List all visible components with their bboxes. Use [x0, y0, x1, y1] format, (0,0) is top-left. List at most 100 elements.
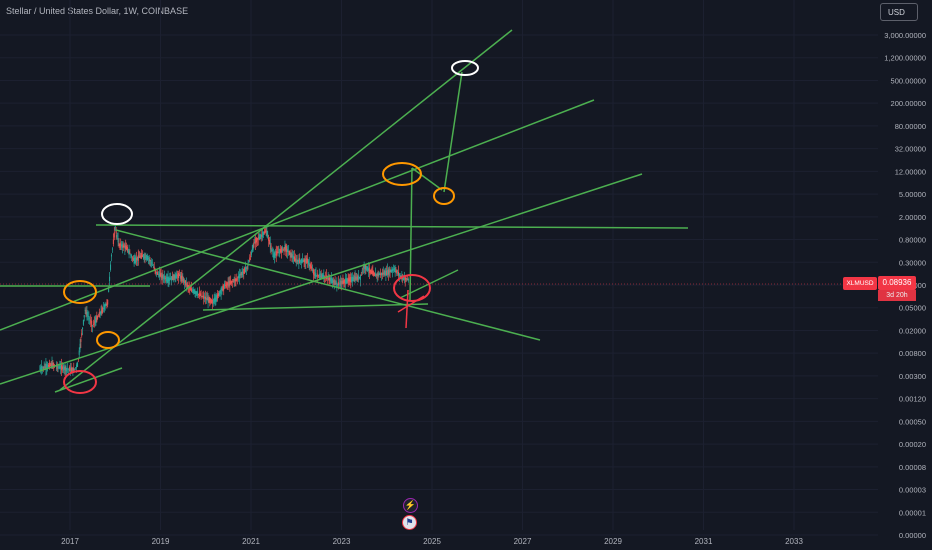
- candle-body: [93, 321, 95, 325]
- y-tick-label: 0.00008: [899, 463, 926, 472]
- candle-body: [170, 278, 172, 280]
- us-flag-icon[interactable]: ⚑: [402, 515, 417, 530]
- candle-body: [51, 362, 53, 368]
- candle-body: [39, 368, 41, 370]
- candle-body: [407, 279, 409, 281]
- candle-body: [151, 262, 153, 265]
- candle-body: [358, 275, 360, 280]
- candle-body: [380, 273, 382, 276]
- candle-body: [315, 273, 317, 278]
- candle-body: [256, 238, 258, 241]
- y-tick-label: 0.00000: [899, 531, 926, 540]
- candle-body: [160, 272, 162, 279]
- candle-body: [241, 271, 243, 276]
- candle-body: [82, 319, 84, 325]
- candle-body: [320, 276, 322, 277]
- candle-body: [229, 280, 231, 286]
- orange-circle: [96, 331, 120, 349]
- trendline: [115, 229, 541, 341]
- candle-body: [207, 297, 209, 302]
- trendline: [0, 173, 643, 385]
- candle-body: [369, 269, 371, 273]
- candle-body: [398, 273, 400, 276]
- x-tick-label: 2031: [695, 537, 713, 546]
- candle-body: [348, 278, 350, 282]
- candle-body: [265, 230, 267, 232]
- candle-body: [385, 270, 387, 276]
- candle-body: [326, 276, 328, 279]
- candle-body: [273, 253, 275, 258]
- candle-body: [352, 276, 354, 282]
- candle-body: [371, 270, 373, 274]
- candle-body: [311, 267, 313, 271]
- candle-body: [307, 258, 309, 263]
- candle-body: [203, 295, 205, 299]
- candle-body: [351, 277, 353, 282]
- candle-body: [400, 275, 402, 278]
- candle-body: [292, 255, 294, 258]
- candle-body: [75, 367, 77, 369]
- y-tick-label: 3,000.00000: [884, 31, 926, 40]
- candle-body: [231, 280, 233, 284]
- candle-body: [386, 270, 388, 276]
- candle-body: [233, 278, 235, 283]
- candle-body: [318, 274, 320, 278]
- candle-body: [183, 278, 185, 283]
- candle-body: [297, 260, 299, 262]
- candle-body: [304, 259, 306, 263]
- grid: [0, 0, 878, 536]
- candle-body: [291, 254, 293, 258]
- candle-body: [370, 269, 372, 274]
- candle-body: [305, 258, 307, 264]
- candle-body: [184, 280, 186, 284]
- candle-body: [354, 275, 356, 282]
- candle-body: [293, 256, 295, 260]
- candle-body: [275, 251, 277, 257]
- candle-body: [223, 284, 225, 290]
- candle-body: [69, 367, 71, 372]
- candle-body: [390, 269, 392, 273]
- candle-body: [258, 236, 260, 239]
- candle-body: [82, 327, 84, 330]
- candle-body: [204, 296, 206, 300]
- candle-body: [214, 297, 216, 302]
- candle-body: [176, 273, 178, 279]
- candle-body: [260, 235, 262, 237]
- candle-body: [74, 368, 76, 370]
- candle-body: [271, 249, 273, 251]
- candle-body: [317, 273, 319, 278]
- candle-body: [262, 231, 264, 238]
- candle-body: [80, 339, 82, 342]
- candle-body: [119, 244, 121, 246]
- candle-body: [250, 251, 252, 255]
- candle-body: [45, 364, 47, 370]
- candle-body: [381, 272, 383, 276]
- candle-body: [244, 267, 246, 274]
- candle-body: [376, 273, 378, 277]
- candle-body: [41, 365, 43, 371]
- candle-body: [126, 246, 128, 252]
- candle-body: [91, 320, 93, 327]
- candle-body: [216, 294, 218, 300]
- candle-body: [360, 274, 362, 276]
- candle-body: [295, 258, 297, 263]
- candle-body: [108, 288, 110, 293]
- candle-body: [347, 277, 349, 283]
- lightning-icon[interactable]: ⚡: [403, 498, 418, 513]
- candle-body: [163, 276, 165, 278]
- candle-body: [359, 274, 361, 280]
- candle-body: [155, 269, 157, 273]
- candle-body: [296, 260, 298, 262]
- candle-body: [110, 264, 112, 270]
- trendline: [0, 99, 595, 331]
- candle-body: [129, 252, 131, 255]
- candle-body: [283, 247, 285, 250]
- currency-button[interactable]: USD: [880, 3, 918, 21]
- candle-body: [365, 264, 367, 271]
- candle-body: [392, 269, 394, 271]
- candle-body: [331, 277, 333, 284]
- candle-body: [112, 239, 114, 245]
- candle-body: [341, 281, 343, 284]
- bar-countdown: 3d 20h: [878, 290, 916, 301]
